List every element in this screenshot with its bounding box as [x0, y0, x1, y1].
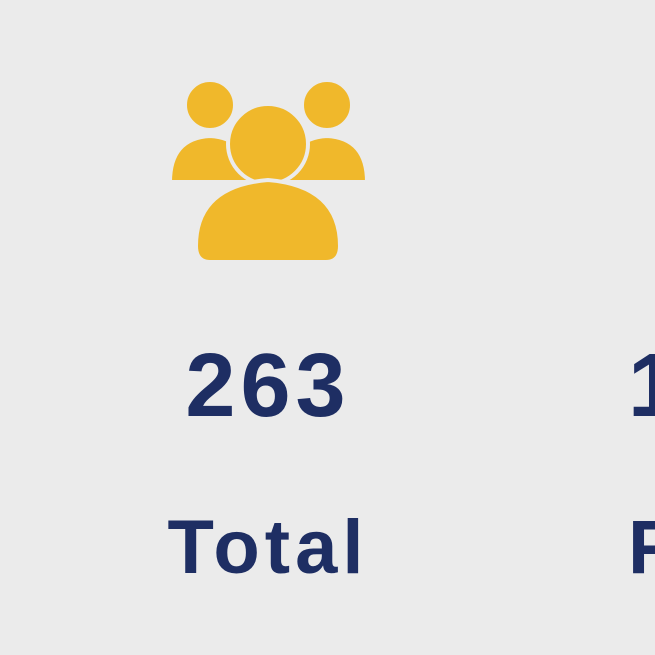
next-stat-label: F: [628, 505, 655, 590]
people-group-icon: [168, 78, 368, 264]
total-count-value: 263: [185, 336, 351, 436]
next-stat-value: 1: [628, 336, 655, 436]
total-count-label: Total: [167, 505, 369, 590]
